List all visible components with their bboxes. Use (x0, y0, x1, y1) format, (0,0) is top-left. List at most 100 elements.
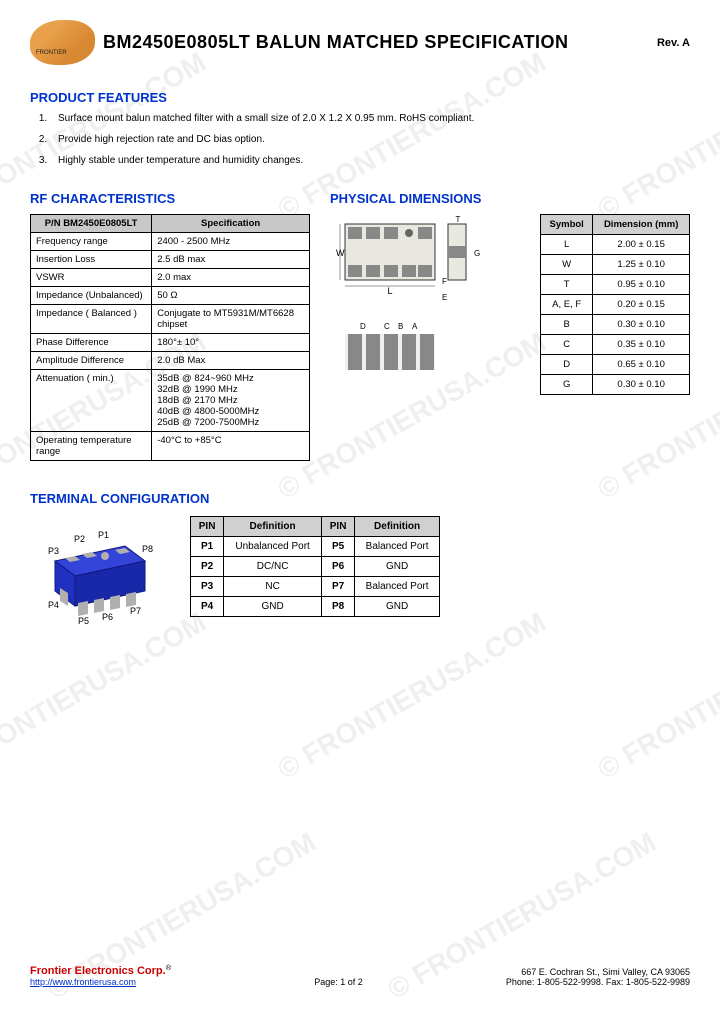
term-pin: P5 (322, 537, 355, 557)
svg-text:D: D (360, 322, 366, 331)
revision-label: Rev. A (657, 37, 690, 49)
svg-text:P6: P6 (102, 612, 113, 622)
term-def: Balanced Port (355, 577, 440, 597)
table-row: C0.35 ± 0.10 (541, 335, 690, 355)
term-def: Balanced Port (355, 537, 440, 557)
rf-spec: 2.0 max (152, 269, 310, 287)
watermark: © FRONTIERUSA.COM (592, 606, 720, 786)
term-def: GND (355, 597, 440, 617)
dim-sym: D (541, 355, 593, 375)
term-def: NC (224, 577, 322, 597)
table-row: Operating temperature range-40°C to +85°… (31, 432, 310, 461)
footer-phone-line: Phone: 1-805-522-9998. Fax: 1-805-522-99… (506, 977, 690, 987)
terminal-diagram: P1 P2 P3 P4 P5 P6 P7 P8 (30, 516, 170, 626)
rf-param: Operating temperature range (31, 432, 152, 461)
table-row: L2.00 ± 0.15 (541, 235, 690, 255)
dim-val: 0.30 ± 0.10 (593, 315, 690, 335)
table-row: D0.65 ± 0.10 (541, 355, 690, 375)
dim-val: 0.35 ± 0.10 (593, 335, 690, 355)
rf-param: Frequency range (31, 233, 152, 251)
page-footer: Frontier Electronics Corp.® http://www.f… (30, 963, 690, 987)
svg-text:T: T (456, 215, 461, 224)
dim-sym: T (541, 275, 593, 295)
footer-page-number: Page: 1 of 2 (314, 977, 363, 987)
svg-text:F: F (442, 277, 447, 286)
table-row: T0.95 ± 0.10 (541, 275, 690, 295)
svg-text:B: B (398, 322, 403, 331)
svg-text:P7: P7 (130, 606, 141, 616)
svg-text:P8: P8 (142, 544, 153, 554)
svg-text:A: A (412, 322, 418, 331)
table-row: Amplitude Difference2.0 dB Max (31, 352, 310, 370)
terminal-config-table: PIN Definition PIN Definition P1 Unbalan… (190, 516, 440, 617)
feature-item: Highly stable under temperature and humi… (50, 155, 690, 166)
rf-spec: -40°C to +85°C (152, 432, 310, 461)
rf-spec: 2400 - 2500 MHz (152, 233, 310, 251)
rf-heading: RF CHARACTERISTICS (30, 191, 310, 206)
dim-sym: L (541, 235, 593, 255)
term-def: GND (224, 597, 322, 617)
dim-val: 0.20 ± 0.15 (593, 295, 690, 315)
svg-text:L: L (387, 286, 392, 296)
term-def: DC/NC (224, 557, 322, 577)
dim-val: 2.00 ± 0.15 (593, 235, 690, 255)
svg-text:W: W (336, 248, 345, 258)
rf-param: Phase Difference (31, 334, 152, 352)
dim-sym: G (541, 375, 593, 395)
term-pin: P3 (191, 577, 224, 597)
footer-addr-line: 667 E. Cochran St., Simi Valley, CA 9306… (521, 967, 690, 977)
term-pin: P2 (191, 557, 224, 577)
rf-spec: 180°± 10° (152, 334, 310, 352)
term-header: Definition (224, 517, 322, 537)
rf-param: Impedance (Unbalanced) (31, 287, 152, 305)
dim-val: 0.95 ± 0.10 (593, 275, 690, 295)
watermark: © FRONTIERUSA.COM (272, 606, 551, 786)
term-pin: P6 (322, 557, 355, 577)
dimensions-table: Symbol Dimension (mm) L2.00 ± 0.15 W1.25… (540, 214, 690, 395)
rf-header-spec: Specification (152, 215, 310, 233)
term-header: PIN (322, 517, 355, 537)
dim-val: 0.30 ± 0.10 (593, 375, 690, 395)
table-row: Impedance (Unbalanced)50 Ω (31, 287, 310, 305)
table-row: G0.30 ± 0.10 (541, 375, 690, 395)
company-logo (30, 20, 95, 65)
svg-text:P2: P2 (74, 534, 85, 544)
trademark-symbol: ® (166, 963, 172, 972)
table-row: B0.30 ± 0.10 (541, 315, 690, 335)
table-row: W1.25 ± 0.10 (541, 255, 690, 275)
term-heading: TERMINAL CONFIGURATION (30, 491, 690, 506)
dim-sym: A, E, F (541, 295, 593, 315)
term-header: Definition (355, 517, 440, 537)
dim-header-value: Dimension (mm) (593, 215, 690, 235)
table-row: Impedance ( Balanced )Conjugate to MT593… (31, 305, 310, 334)
table-row: Insertion Loss2.5 dB max (31, 251, 310, 269)
rf-characteristics-table: P/N BM2450E0805LT Specification Frequenc… (30, 214, 310, 461)
footer-company: Frontier Electronics Corp.® http://www.f… (30, 963, 171, 987)
rf-param: Attenuation ( min.) (31, 370, 152, 432)
table-row: P2 DC/NC P6 GND (191, 557, 440, 577)
rf-param: Amplitude Difference (31, 352, 152, 370)
features-list: Surface mount balun matched filter with … (30, 113, 690, 166)
document-header: BM2450E0805LT BALUN MATCHED SPECIFICATIO… (30, 20, 690, 65)
table-row: Phase Difference180°± 10° (31, 334, 310, 352)
document-title: BM2450E0805LT BALUN MATCHED SPECIFICATIO… (103, 32, 647, 53)
svg-text:G: G (474, 249, 480, 258)
svg-text:P3: P3 (48, 546, 59, 556)
rf-param: Impedance ( Balanced ) (31, 305, 152, 334)
table-row: P4 GND P8 GND (191, 597, 440, 617)
rf-spec: 50 Ω (152, 287, 310, 305)
table-row: Frequency range2400 - 2500 MHz (31, 233, 310, 251)
rf-header-param: P/N BM2450E0805LT (31, 215, 152, 233)
footer-url-link[interactable]: http://www.frontierusa.com (30, 977, 136, 987)
watermark: © FRONTIERUSA.COM (0, 606, 211, 786)
term-pin: P7 (322, 577, 355, 597)
rf-param: VSWR (31, 269, 152, 287)
page-container: © FRONTIERUSA.COM © FRONTIERUSA.COM © FR… (0, 0, 720, 1012)
dim-sym: W (541, 255, 593, 275)
svg-text:P5: P5 (78, 616, 89, 626)
term-header: PIN (191, 517, 224, 537)
rf-spec: Conjugate to MT5931M/MT6628 chipset (152, 305, 310, 334)
rf-spec: 2.0 dB Max (152, 352, 310, 370)
svg-text:E: E (442, 293, 447, 302)
dim-header-symbol: Symbol (541, 215, 593, 235)
